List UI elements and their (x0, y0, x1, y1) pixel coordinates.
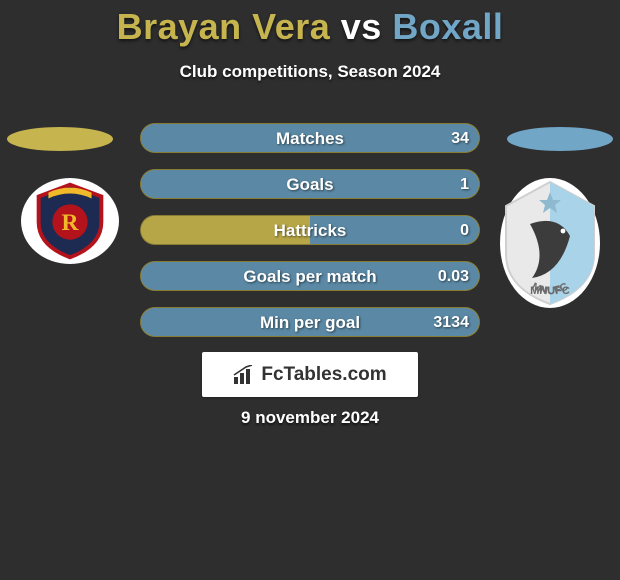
stat-label: Goals per match (141, 262, 479, 291)
club-badge-right: MNUFC MNUFC (500, 178, 600, 308)
bar-chart-icon (233, 365, 255, 385)
svg-text:MNUFC: MNUFC (530, 285, 570, 297)
stat-label: Min per goal (141, 308, 479, 337)
page-title: Brayan Vera vs Boxall (0, 0, 620, 48)
club-crest-right-icon: MNUFC MNUFC (500, 178, 600, 308)
stat-row: Goals1 (140, 169, 480, 199)
stat-bars: Matches34 Goals1 Hattricks0 Goals per match… (140, 123, 480, 353)
stat-row: Matches34 (140, 123, 480, 153)
watermark-text: FcTables.com (261, 364, 386, 386)
player2-ellipse (507, 127, 613, 151)
player1-ellipse (7, 127, 113, 151)
stat-row: Goals per match0.03 (140, 261, 480, 291)
title-vs: vs (341, 6, 382, 47)
stat-label: Matches (141, 124, 479, 153)
title-player1: Brayan Vera (117, 6, 331, 47)
stat-label: Hattricks (141, 216, 479, 245)
svg-text:R: R (62, 210, 80, 236)
club-crest-left-icon: R (21, 178, 119, 264)
stat-value-right: 3134 (433, 308, 469, 337)
stat-row: Hattricks0 (140, 215, 480, 245)
watermark-box: FcTables.com (202, 352, 418, 397)
stat-value-right: 0.03 (438, 262, 469, 291)
stat-label: Goals (141, 170, 479, 199)
stat-value-right: 1 (449, 170, 469, 199)
date-text: 9 november 2024 (0, 408, 620, 428)
subtitle: Club competitions, Season 2024 (0, 62, 620, 82)
stat-value-right: 0 (449, 216, 469, 245)
title-player2: Boxall (392, 6, 503, 47)
stat-value-right: 34 (449, 124, 469, 153)
comparison-card: Brayan Vera vs Boxall Club competitions,… (0, 0, 620, 580)
club-badge-left: R (21, 178, 119, 264)
stat-row: Min per goal3134 (140, 307, 480, 337)
